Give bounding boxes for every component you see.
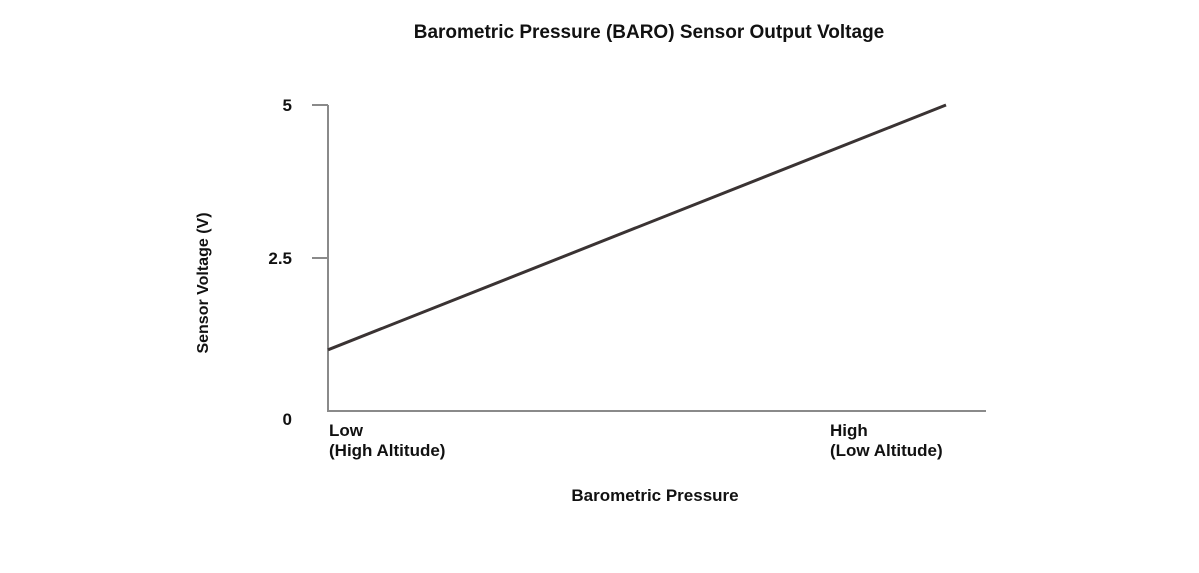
x-tick-label-high: High	[830, 421, 868, 440]
chart-title: Barometric Pressure (BARO) Sensor Output…	[414, 22, 885, 43]
voltage-line	[327, 103, 947, 352]
y-tick-label: 5	[283, 96, 292, 115]
x-tick-sublabel-high: (Low Altitude)	[830, 441, 943, 460]
y-tick-label: 0	[283, 410, 292, 429]
x-axis-label: Barometric Pressure	[571, 486, 738, 505]
x-tick-label-low: Low	[329, 421, 364, 440]
x-tick-sublabel-low: (High Altitude)	[329, 441, 445, 460]
y-axis-label: Sensor Voltage (V)	[195, 212, 212, 353]
y-tick-label: 2.5	[268, 249, 292, 268]
